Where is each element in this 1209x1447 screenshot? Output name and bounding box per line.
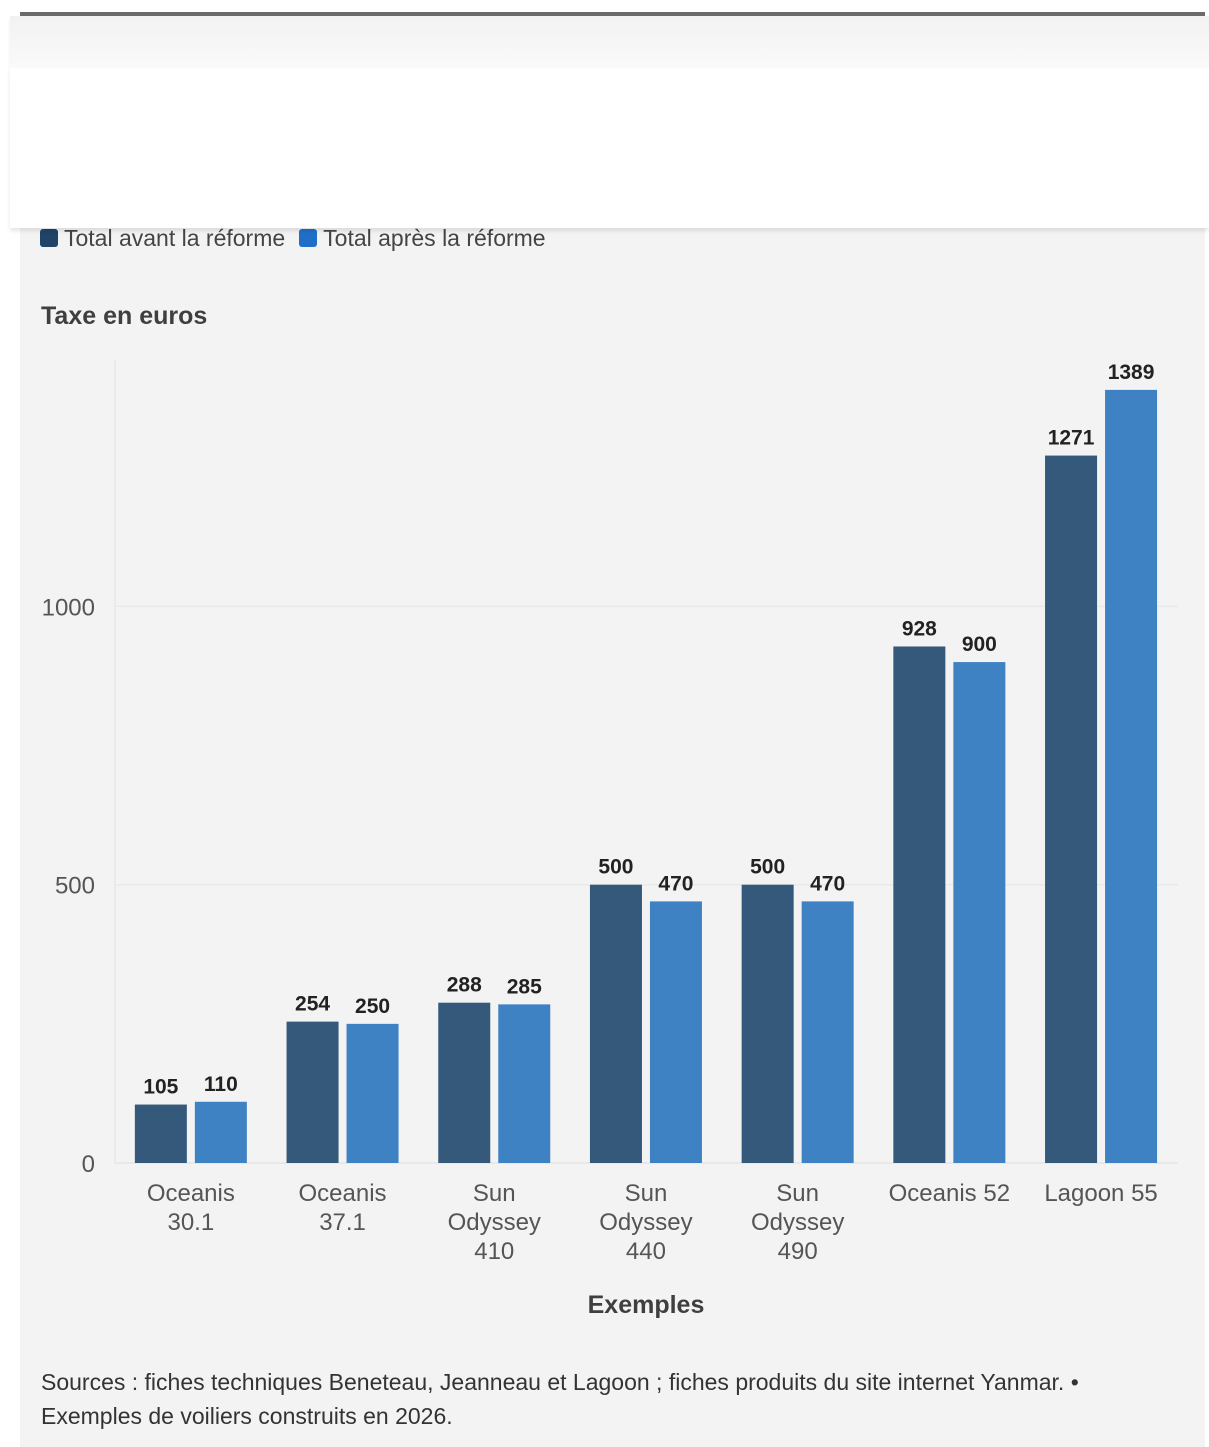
x-tick-label-line: Sun: [776, 1180, 819, 1207]
x-tick-label-line: Sun: [473, 1180, 516, 1207]
x-tick-label-line: 37.1: [319, 1209, 366, 1236]
y-axis-title: Taxe en euros: [41, 302, 208, 330]
x-tick-label-line: Odyssey: [599, 1209, 692, 1236]
x-tick-label: Sun Odyssey 410: [448, 1180, 541, 1265]
x-tick-label: Sun Odyssey 440: [599, 1180, 692, 1265]
bar-after: [346, 1023, 399, 1163]
x-tick-label-line: 440: [626, 1238, 666, 1265]
legend-item-before[interactable]: Total avant la réforme: [40, 225, 285, 252]
data-label: 1271: [1048, 427, 1095, 450]
overlay-toolbar: [10, 16, 1209, 68]
data-label: 928: [902, 617, 937, 640]
x-tick-label-line: Lagoon 55: [1044, 1180, 1157, 1207]
x-tick-label: Oceanis 52: [889, 1180, 1010, 1207]
legend-swatch-after: [299, 229, 318, 247]
x-tick-label-line: Oceanis: [299, 1180, 387, 1207]
data-label: 285: [507, 975, 542, 998]
x-tick-label: Oceanis 37.1: [299, 1180, 387, 1236]
x-tick-label-line: Sun: [625, 1180, 668, 1207]
top-rule: [20, 12, 1205, 16]
data-label: 1389: [1108, 361, 1155, 384]
bar-before: [741, 884, 794, 1163]
x-tick-label: Oceanis 30.1: [147, 1180, 235, 1236]
overlay-panel: [10, 68, 1209, 228]
data-label: 254: [295, 993, 330, 1016]
x-tick-label-line: 410: [474, 1238, 514, 1265]
bar-after: [194, 1101, 247, 1163]
legend-swatch-before: [40, 229, 58, 247]
data-label: 900: [962, 633, 997, 656]
bar-after: [953, 662, 1006, 1163]
bar-before: [286, 1021, 339, 1163]
bar-after: [498, 1004, 551, 1163]
bar-after: [1105, 389, 1158, 1164]
data-label: 470: [810, 872, 845, 895]
x-tick-label-line: 30.1: [167, 1209, 214, 1236]
y-tick-label: 0: [82, 1151, 95, 1178]
x-tick-label-line: Odyssey: [751, 1209, 844, 1236]
bar-before: [438, 1002, 491, 1163]
data-label: 470: [658, 872, 693, 895]
data-label: 250: [355, 995, 390, 1018]
source-note: Sources : fiches techniques Beneteau, Je…: [41, 1369, 1079, 1429]
y-tick-label: 500: [55, 873, 95, 900]
x-tick-label-line: Oceanis 52: [889, 1180, 1010, 1207]
bar-before: [589, 884, 642, 1163]
data-label: 500: [598, 856, 633, 879]
x-tick-label: Lagoon 55: [1044, 1180, 1157, 1207]
data-label: 500: [750, 856, 785, 879]
bar-after: [801, 901, 854, 1163]
chart-card: [20, 14, 1205, 1447]
bar-before: [893, 646, 946, 1163]
y-tick-label: 1000: [42, 594, 95, 621]
x-tick-label-line: Odyssey: [448, 1209, 541, 1236]
x-tick-label: Sun Odyssey 490: [751, 1180, 844, 1265]
x-tick-label-line: Oceanis: [147, 1180, 235, 1207]
data-label: 288: [447, 974, 482, 997]
bar-before: [1045, 455, 1098, 1163]
legend: Total avant la réforme Total après la ré…: [40, 224, 546, 252]
data-label: 105: [143, 1076, 178, 1099]
x-tick-label-line: 490: [778, 1238, 818, 1265]
legend-item-after[interactable]: Total après la réforme: [299, 224, 546, 252]
bar-after: [649, 901, 702, 1163]
data-label: 110: [204, 1073, 238, 1096]
legend-label-before: Total avant la réforme: [64, 224, 286, 251]
x-axis-title: Exemples: [588, 1291, 705, 1319]
bar-before: [134, 1104, 187, 1163]
legend-label-after: Total après la réforme: [323, 224, 546, 251]
